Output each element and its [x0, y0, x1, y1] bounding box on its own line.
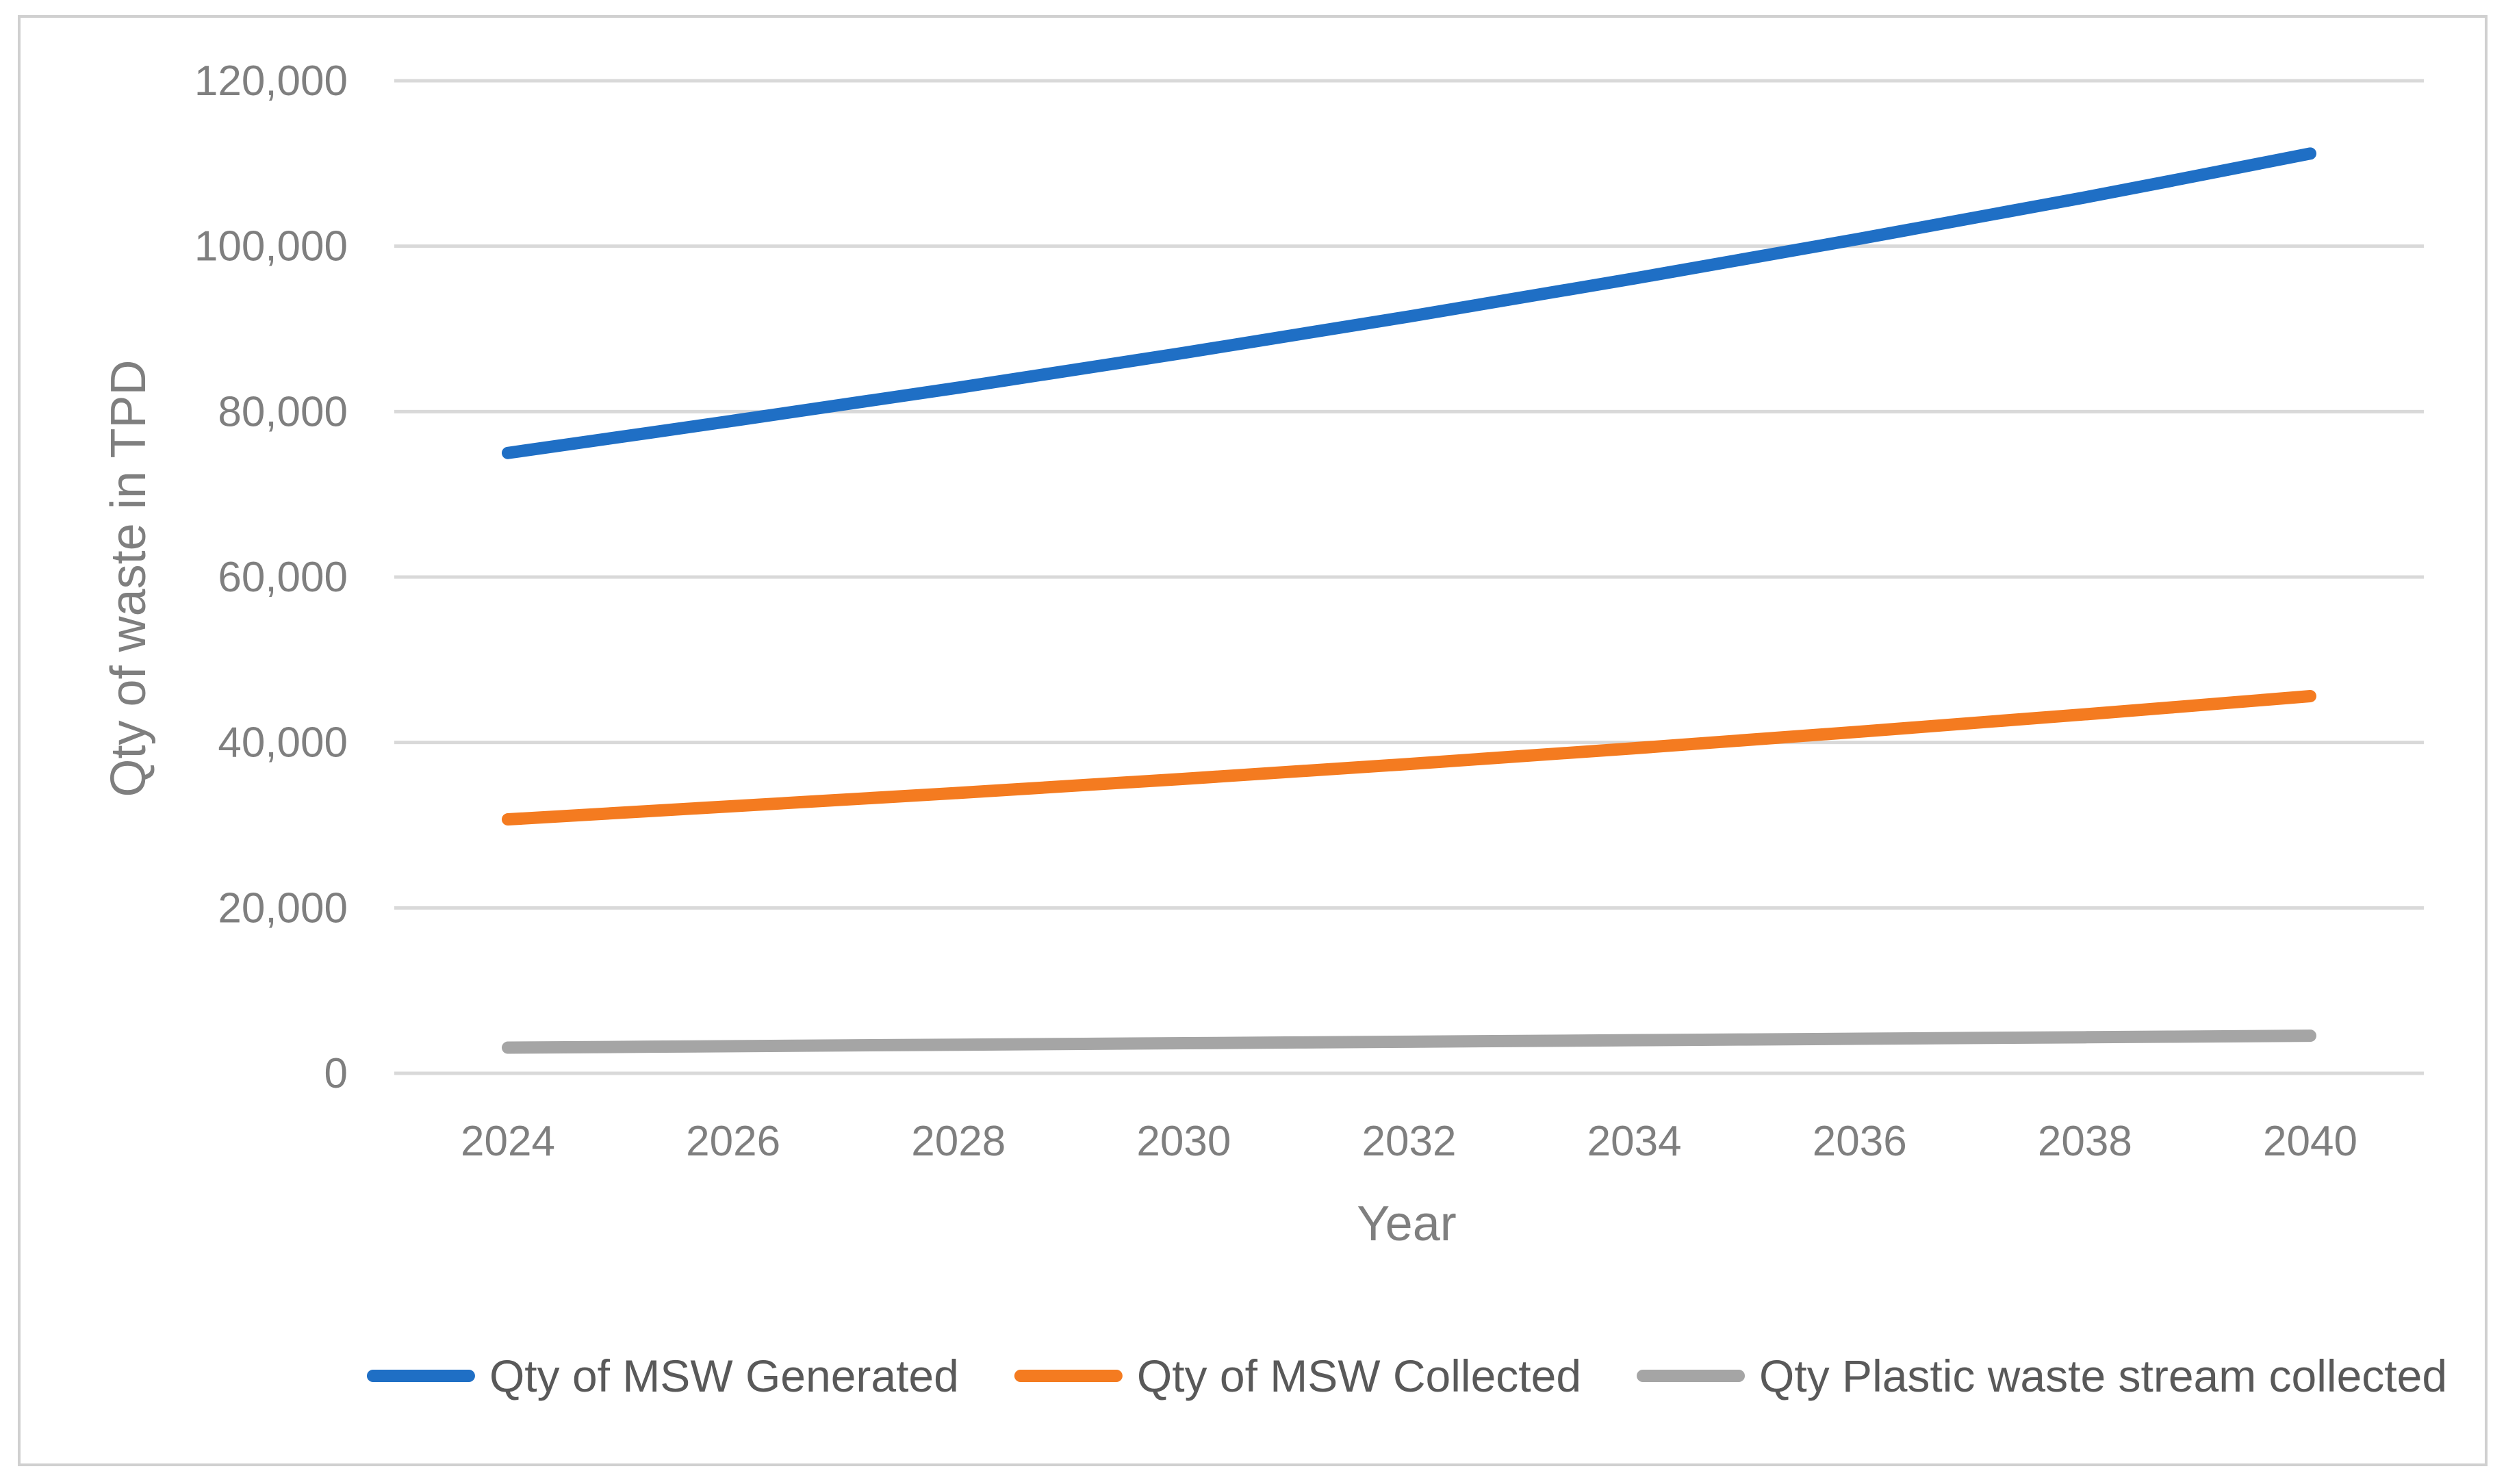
- x-tick-label-2024: 2024: [461, 1118, 555, 1165]
- x-tick-label-2040: 2040: [2263, 1118, 2357, 1165]
- legend: Qty of MSW Generated Qty of MSW Collected…: [366, 1351, 2447, 1401]
- x-tick-label-2030: 2030: [1136, 1118, 1231, 1165]
- y-tick-label-40000: 40,000: [218, 719, 348, 767]
- y-tick-label-100000: 100,000: [194, 223, 348, 270]
- series-lines: [502, 147, 2316, 1054]
- legend-label-3: Qty Plastic waste stream collected: [1759, 1351, 2447, 1401]
- x-axis-title: Year: [1357, 1197, 1456, 1251]
- y-axis-title: Qty of waste in TPD: [101, 360, 156, 797]
- x-tick-label-2028: 2028: [911, 1118, 1006, 1165]
- y-tick-label-20000: 20,000: [218, 884, 348, 932]
- tick-labels: 0 20,000 40,000 60,000 80,000 100,000 120,000 2…: [194, 57, 2357, 1165]
- x-tick-label-2034: 2034: [1587, 1118, 1682, 1165]
- y-tick-label-60000: 60,000: [218, 554, 348, 601]
- x-tick-label-2038: 2038: [2038, 1118, 2132, 1165]
- x-tick-label-2032: 2032: [1362, 1118, 1457, 1165]
- y-tick-label-0: 0: [324, 1050, 348, 1097]
- series-line-1: [502, 147, 2316, 459]
- y-tick-label-80000: 80,000: [218, 388, 348, 435]
- series-line-2: [502, 690, 2316, 826]
- x-tick-label-2026: 2026: [686, 1118, 780, 1165]
- gridlines: [394, 79, 2424, 910]
- x-tick-label-2036: 2036: [1813, 1118, 1907, 1165]
- legend-label-2: Qty of MSW Collected: [1137, 1351, 1581, 1401]
- series-line-3: [502, 1029, 2316, 1054]
- y-tick-label-120000: 120,000: [194, 57, 348, 105]
- legend-label-1: Qty of MSW Generated: [489, 1351, 959, 1401]
- chart-frame: [18, 15, 2488, 1466]
